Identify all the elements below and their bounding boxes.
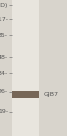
Text: 19-: 19- [0, 109, 8, 114]
Text: 34-: 34- [0, 71, 8, 76]
Bar [12, 91, 39, 98]
Text: GJB7: GJB7 [44, 92, 59, 97]
Text: 48-: 48- [0, 55, 8, 60]
Text: (kD): (kD) [0, 3, 8, 8]
Text: 117-: 117- [0, 17, 8, 21]
Text: 85-: 85- [0, 33, 8, 38]
Bar [12, 0, 39, 136]
Text: 26-: 26- [0, 89, 8, 94]
